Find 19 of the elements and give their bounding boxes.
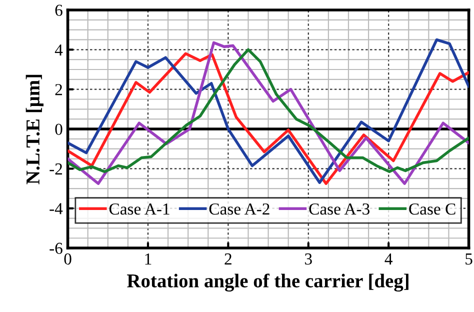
x-tick-label: 4 [384,253,392,264]
y-tick-label: 2 [55,84,62,96]
legend-label: Case C [409,203,456,215]
x-tick-label: 0 [64,253,72,265]
y-tick-label: -6 [50,242,62,254]
y-tick-label: -4 [50,203,63,214]
y-axis-title: N.L.T.E [μm] [26,74,44,184]
x-tick-label: 5 [466,254,472,265]
x-tick-label: 1 [145,253,152,264]
y-tick-label: 0 [55,124,62,135]
legend-label: Case A-3 [309,203,370,215]
x-tick-label: 3 [305,253,312,265]
y-tick-label: 4 [54,44,63,56]
x-axis-title: Rotation angle of the carrier [deg] [127,274,408,292]
y-tick-label: 6 [55,4,62,16]
y-tick-label: -2 [50,163,62,174]
x-tick-label: 2 [224,253,232,264]
legend-label: Case A-2 [209,203,270,215]
legend-label: Case A-1 [109,203,170,215]
